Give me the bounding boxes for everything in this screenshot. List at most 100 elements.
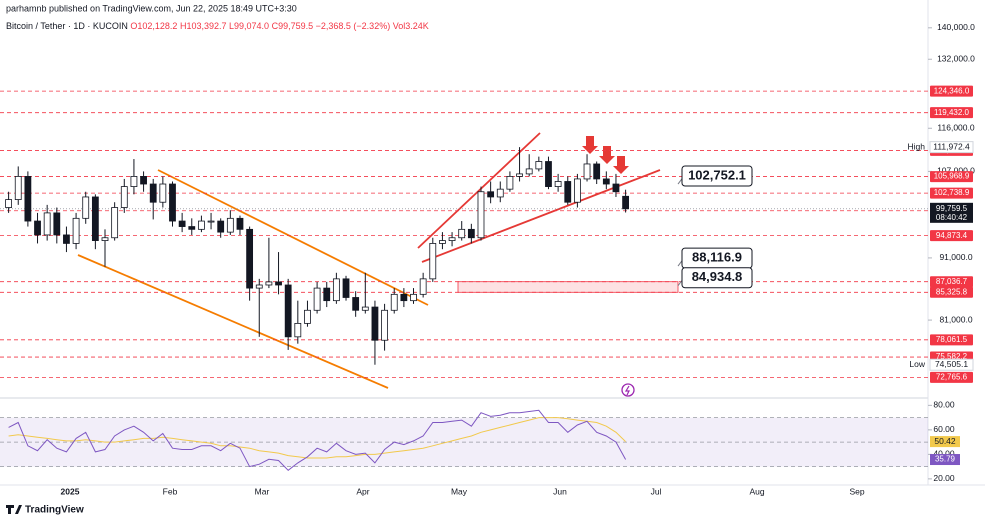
candle-body bbox=[332, 278, 340, 302]
y-tick-label: 132,000.0 bbox=[937, 53, 975, 63]
level-label-box bbox=[930, 334, 973, 346]
candle-body bbox=[43, 212, 51, 236]
rsi-ma-label: 50.42 bbox=[934, 436, 956, 446]
rsi-tick-label: 80.00 bbox=[933, 400, 955, 410]
rsi-tick-label: 60.00 bbox=[933, 424, 955, 434]
candle-body bbox=[91, 196, 99, 241]
level-label: 85,325.8 bbox=[936, 287, 968, 296]
level-label: 72,765.6 bbox=[936, 372, 968, 381]
rsi-line-box bbox=[930, 454, 960, 466]
candle-body bbox=[120, 186, 128, 208]
candle-body bbox=[217, 220, 225, 233]
level-label: 124,346.0 bbox=[934, 86, 970, 95]
candles bbox=[5, 147, 629, 365]
level-label: 78,061.5 bbox=[936, 335, 968, 344]
candle-body bbox=[381, 309, 388, 341]
rsi-ma bbox=[8, 417, 626, 459]
candle-body bbox=[53, 212, 61, 236]
candle-body bbox=[323, 287, 331, 302]
callout-box bbox=[681, 267, 753, 289]
low_mark-name: Low bbox=[909, 359, 925, 369]
candle-body bbox=[159, 183, 167, 203]
candle-body bbox=[140, 176, 147, 185]
low_mark-box bbox=[929, 358, 974, 371]
level-label-box bbox=[930, 276, 973, 288]
x-tick-label: Jul bbox=[651, 486, 662, 496]
y-tick-label: 91,000.0 bbox=[939, 252, 972, 262]
candle-body bbox=[275, 281, 282, 286]
zone bbox=[457, 281, 679, 293]
level-label-box bbox=[930, 107, 973, 119]
candle-body bbox=[82, 196, 90, 219]
callout-label: 102,752.1 bbox=[688, 167, 746, 182]
candle-body bbox=[410, 293, 417, 302]
candle-body bbox=[554, 181, 562, 187]
candle-body bbox=[34, 220, 41, 236]
x-tick-label: 2025 bbox=[61, 486, 80, 496]
candle-body bbox=[265, 281, 273, 286]
rsi-tick-label: 20.00 bbox=[933, 473, 955, 483]
candle-body bbox=[294, 322, 302, 338]
brand-name: TradingView bbox=[25, 505, 84, 516]
level-label: 119,432.0 bbox=[934, 108, 970, 117]
publisher: parhamnb published on TradingView.com, J… bbox=[6, 3, 297, 13]
level-label: 105,968.9 bbox=[934, 172, 970, 181]
level-label-box bbox=[930, 230, 973, 242]
candle-body bbox=[72, 217, 80, 244]
callout-label: 88,116.9 bbox=[692, 250, 742, 265]
candle-body bbox=[255, 284, 263, 289]
down-arrow bbox=[613, 156, 629, 174]
x-tick-label: Jun bbox=[553, 486, 567, 496]
ohlc-close: C99,759.5 bbox=[272, 21, 314, 31]
x-tick-label: Mar bbox=[255, 486, 270, 496]
candle-body bbox=[496, 188, 504, 198]
candle-body bbox=[246, 228, 254, 289]
candle-body bbox=[467, 228, 475, 239]
high_mark-box bbox=[929, 141, 974, 154]
candle-body bbox=[602, 178, 610, 185]
candle-body bbox=[24, 176, 32, 222]
level-label-box bbox=[930, 187, 973, 199]
y-tick-label: 116,000.0 bbox=[937, 123, 974, 133]
y-tick-label: 107,000.0 bbox=[937, 166, 975, 176]
candle-body bbox=[458, 228, 466, 239]
candle-body bbox=[284, 284, 292, 338]
y-tick-label: 140,000.0 bbox=[937, 22, 975, 32]
level-label-box bbox=[930, 85, 973, 97]
symbol-line: Bitcoin / Tether · 1D · KUCOIN O102,128.… bbox=[6, 21, 429, 31]
brand bbox=[6, 505, 22, 514]
candle-body bbox=[573, 178, 581, 203]
candle-body bbox=[429, 243, 437, 280]
channel-lower bbox=[77, 254, 389, 389]
countdown: 08:40:42 bbox=[936, 213, 968, 222]
x-tick-label: Feb bbox=[163, 486, 178, 496]
candle-body bbox=[477, 191, 485, 239]
candle-body bbox=[390, 293, 398, 311]
candle-body bbox=[487, 191, 495, 198]
x-tick-label: May bbox=[451, 486, 468, 496]
candle-body bbox=[178, 220, 186, 227]
level-label-box bbox=[930, 171, 973, 183]
x-tick-label: Apr bbox=[356, 486, 369, 496]
high_mark-label: 111,972.4 bbox=[933, 141, 970, 151]
ohlc-open: O102,128.2 bbox=[130, 21, 177, 31]
alert-icon[interactable] bbox=[621, 383, 635, 397]
candle-body bbox=[439, 240, 446, 244]
candle-body bbox=[545, 161, 552, 187]
x-tick-label: Aug bbox=[749, 486, 764, 496]
callout-box bbox=[681, 165, 753, 187]
candle-body bbox=[313, 287, 321, 311]
alert-bolt bbox=[624, 385, 630, 396]
candle-body bbox=[525, 168, 533, 175]
level-label: 75,582.2 bbox=[936, 352, 968, 361]
candle-body bbox=[506, 176, 514, 190]
candle-body bbox=[371, 306, 379, 341]
candle-body bbox=[14, 176, 22, 200]
candle-body bbox=[593, 163, 601, 180]
candle-body bbox=[226, 217, 234, 233]
last-price-box bbox=[930, 202, 973, 223]
last-price-label: 99,759.5 bbox=[936, 204, 968, 213]
wedge-lower bbox=[421, 169, 661, 263]
low_mark-label: 74,505.1 bbox=[935, 359, 968, 369]
